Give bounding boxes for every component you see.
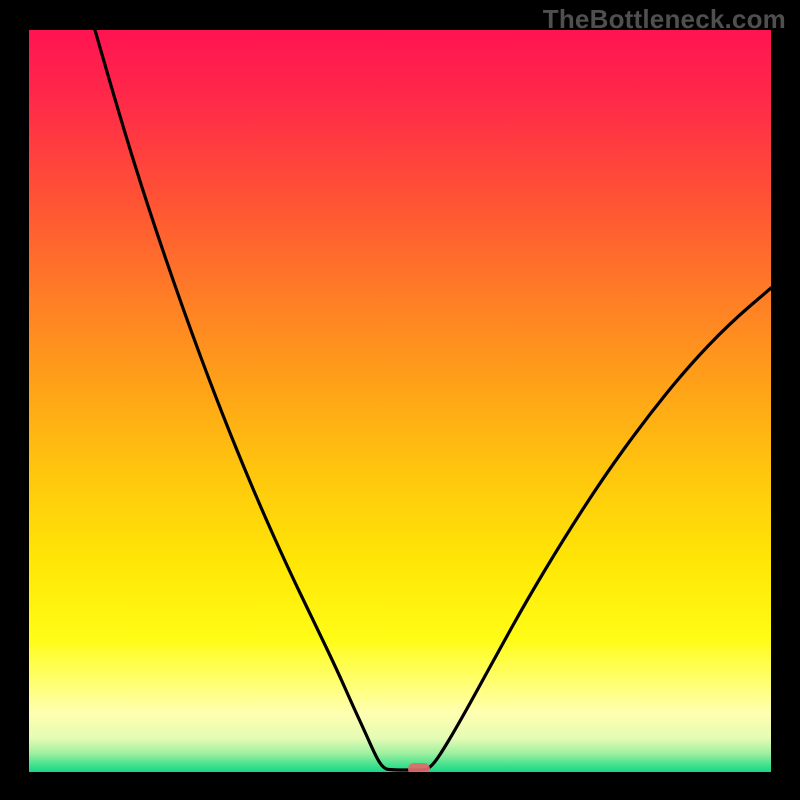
bottleneck-curve (29, 30, 771, 772)
watermark-text: TheBottleneck.com (543, 4, 786, 35)
minimum-marker (408, 763, 430, 772)
plot-area (29, 30, 771, 772)
